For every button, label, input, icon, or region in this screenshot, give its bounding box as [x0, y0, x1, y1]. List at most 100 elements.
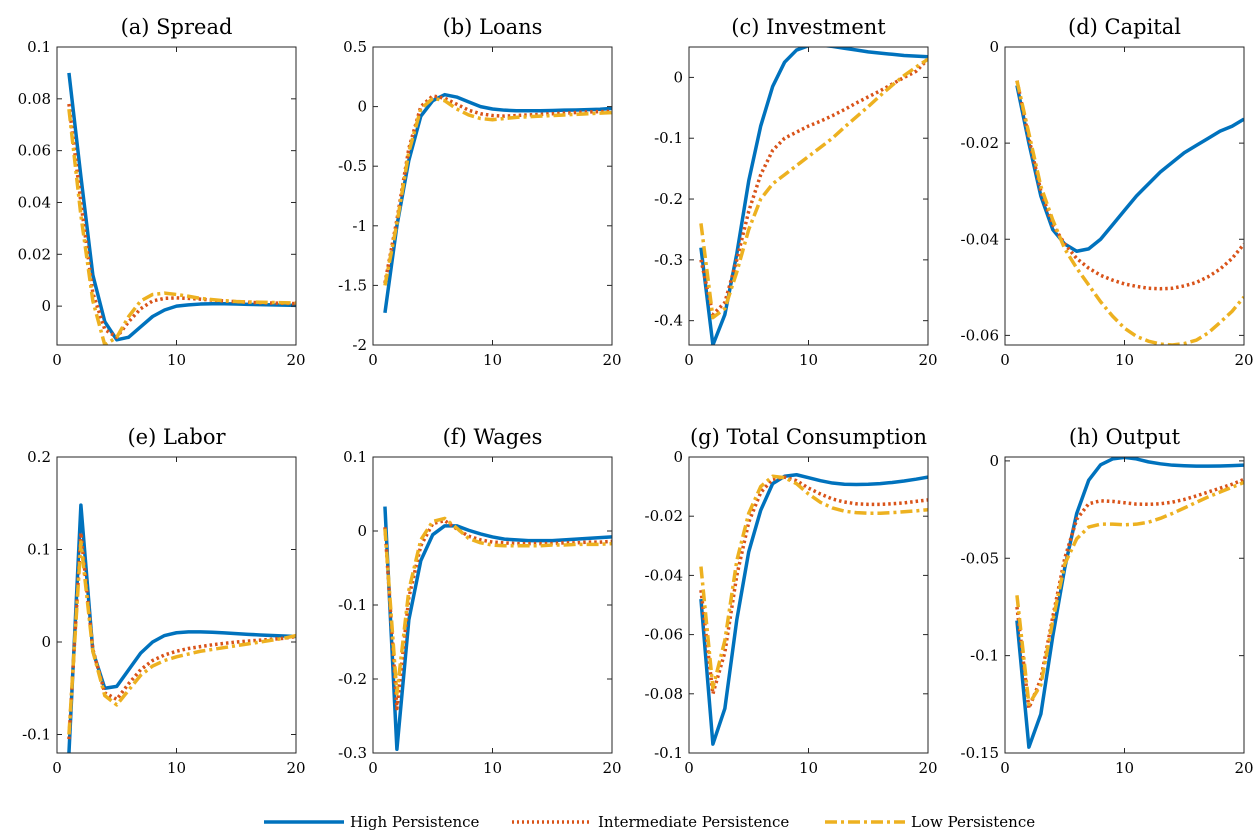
- y-tick-label: -0.06: [645, 626, 683, 644]
- panel-spread: 0 10 20 0 0.02 0.04 0.06 0.08 0.1 (a) Spread: [18, 15, 306, 369]
- panel-capital: 0 10 20 -0.06 -0.04 -0.02 0 (d) Capital: [961, 15, 1254, 369]
- axes-frame: [688, 46, 929, 346]
- y-tick-label: -0.1: [338, 596, 367, 614]
- y-tick-label: -0.2: [654, 190, 683, 208]
- series-line-intermediate: [383, 518, 612, 711]
- x-tick-label: 0: [684, 351, 694, 369]
- panel-title: (c) Investment: [731, 15, 886, 39]
- x-tick-label: 20: [602, 759, 621, 777]
- legend-label-low: Low Persistence: [911, 813, 1035, 830]
- x-tick-label: 20: [286, 351, 305, 369]
- y-tick-label: 0: [989, 38, 999, 56]
- x-tick-label: 0: [368, 351, 378, 369]
- panel-grid: 0 10 20 0 0.02 0.04 0.06 0.08 0.1 (a) Spread 0 10 20…: [18, 15, 1254, 777]
- y-tick-label: 0.08: [18, 90, 51, 108]
- series-line-intermediate: [1015, 80, 1244, 291]
- series-line-intermediate: [383, 94, 612, 284]
- x-tick-label: 10: [167, 759, 186, 777]
- series-line-low: [1015, 480, 1244, 707]
- y-tick-label: 0: [989, 452, 999, 470]
- y-tick-label: -0.5: [338, 157, 367, 175]
- y-tick-label: -0.1: [970, 647, 999, 665]
- y-tick-label: 0.2: [27, 448, 51, 466]
- series-line-low: [67, 540, 296, 735]
- panel-investment: 0 10 20 -0.4 -0.3 -0.2 -0.1 0 (c) Investment: [654, 15, 937, 369]
- y-tick-label: 0: [673, 448, 683, 466]
- x-tick-label: 10: [167, 351, 186, 369]
- series-line-high: [1015, 457, 1244, 749]
- series-line-high: [67, 72, 296, 342]
- legend-label-intermediate: Intermediate Persistence: [598, 813, 789, 830]
- series-line-high: [383, 506, 612, 752]
- x-tick-label: 10: [799, 351, 818, 369]
- series-line-low: [67, 108, 296, 345]
- x-tick-label: 10: [1115, 759, 1134, 777]
- x-tick-label: 0: [52, 351, 62, 369]
- panel-title: (d) Capital: [1068, 15, 1181, 39]
- y-tick-label: -0.3: [654, 251, 683, 269]
- series-line-low: [383, 516, 612, 696]
- panel-title: (b) Loans: [443, 15, 543, 39]
- axes-frame: [372, 46, 613, 346]
- y-tick-label: -0.08: [645, 685, 683, 703]
- panel-wages: 0 10 20 -0.3 -0.2 -0.1 0 0.1 (f) Wages: [338, 425, 621, 777]
- x-tick-label: 10: [799, 759, 818, 777]
- y-tick-label: 0: [357, 522, 367, 540]
- x-tick-label: 0: [368, 759, 378, 777]
- x-tick-label: 20: [1234, 351, 1253, 369]
- x-tick-label: 20: [918, 759, 937, 777]
- y-tick-label: -0.1: [22, 726, 51, 744]
- y-tick-label: -0.04: [961, 230, 999, 248]
- panel-total-consumption: 0 10 20 -0.1 -0.08 -0.06 -0.04 -0.02 0 (g) Total …: [645, 425, 938, 777]
- panel-output: 0 10 20 -0.15 -0.1 -0.05 0 (h) Output: [961, 425, 1254, 777]
- series-line-intermediate: [67, 103, 296, 339]
- x-tick-label: 0: [52, 759, 62, 777]
- series-line-high: [1015, 85, 1244, 254]
- y-tick-label: -2: [352, 336, 367, 354]
- panel-title: (a) Spread: [121, 15, 233, 39]
- y-tick-label: -0.06: [961, 326, 999, 344]
- panel-title: (f) Wages: [443, 425, 543, 449]
- y-tick-label: 0.06: [18, 142, 51, 160]
- x-tick-label: 10: [1115, 351, 1134, 369]
- y-tick-label: 0.1: [27, 541, 51, 559]
- y-tick-label: -0.2: [338, 670, 367, 688]
- y-tick-label: 0: [41, 297, 51, 315]
- y-tick-label: 0.02: [18, 245, 51, 263]
- panel-loans: 0 10 20 -2 -1.5 -1 -0.5 0 0.5 (b) Loans: [338, 15, 621, 369]
- series-line-high: [383, 92, 612, 314]
- x-tick-label: 0: [1000, 759, 1010, 777]
- panel-labor: 0 10 20-0.100.10.2(e) Labor: [22, 425, 305, 777]
- y-tick-label: -0.15: [961, 744, 999, 762]
- y-tick-label: -1: [352, 217, 367, 235]
- series-line-high: [699, 473, 928, 746]
- x-tick-label: 20: [1234, 759, 1253, 777]
- x-tick-label: 20: [286, 759, 305, 777]
- y-tick-label: -0.1: [654, 744, 683, 762]
- panel-title: (g) Total Consumption: [690, 425, 927, 449]
- y-tick-label: -0.4: [654, 312, 683, 330]
- y-tick-label: -1.5: [338, 276, 367, 294]
- y-tick-label: -0.05: [961, 549, 999, 567]
- y-tick-label: 0.5: [343, 38, 367, 56]
- series-line-high: [699, 47, 928, 345]
- legend-label-high: High Persistence: [350, 813, 480, 830]
- legend-entry-low: Low Persistence: [825, 813, 1035, 830]
- series-line-intermediate: [1015, 477, 1244, 710]
- y-tick-label: 0.04: [18, 193, 51, 211]
- x-tick-label: 20: [602, 351, 621, 369]
- x-tick-label: 0: [684, 759, 694, 777]
- series-line-low: [699, 474, 928, 690]
- y-tick-label: -0.1: [654, 129, 683, 147]
- x-tick-label: 10: [483, 351, 502, 369]
- y-tick-label: -0.02: [961, 134, 999, 152]
- x-tick-label: 10: [483, 759, 502, 777]
- y-tick-label: -0.3: [338, 744, 367, 762]
- y-tick-label: -0.02: [645, 507, 683, 525]
- legend: High Persistence Intermediate Persistenc…: [264, 813, 1035, 830]
- legend-entry-high: High Persistence: [264, 813, 480, 830]
- y-tick-label: 0.1: [27, 38, 51, 56]
- legend-entry-intermediate: Intermediate Persistence: [512, 813, 789, 830]
- series-line-low: [1015, 80, 1244, 345]
